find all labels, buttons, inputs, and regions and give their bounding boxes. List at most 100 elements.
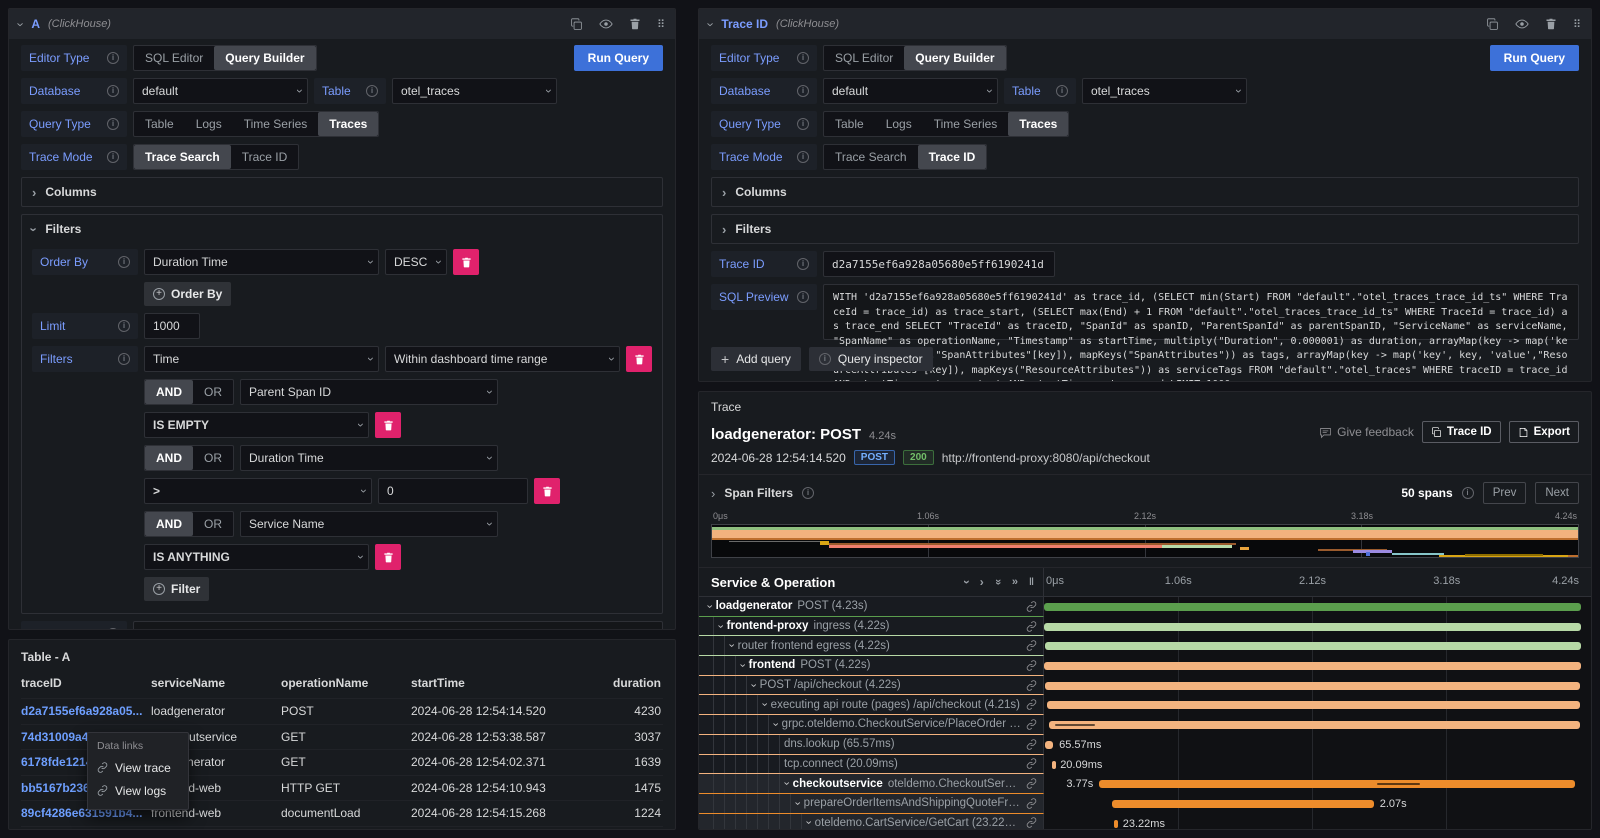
add-filter-button[interactable]: + Filter [144, 577, 210, 601]
collapse-one-icon[interactable]: › [959, 580, 974, 584]
span-name-cell[interactable]: › oteldemo.CartService/GetCart (23.22ms) [699, 813, 1044, 829]
drag-handle-icon[interactable]: ⠿ [656, 18, 665, 31]
span-row[interactable]: › POST /api/checkout (4.22s) [699, 675, 1591, 696]
span-row[interactable]: › loadgenerator POST (4.23s) [699, 597, 1591, 617]
add-order-by-button[interactable]: + Order By [144, 282, 232, 306]
columns-section-header[interactable]: › Columns [32, 184, 97, 200]
info-icon[interactable]: i [118, 256, 130, 268]
trace-id-link[interactable]: d2a7155ef6a928a05... [21, 704, 143, 719]
remove-order-by-button[interactable] [453, 249, 479, 275]
condition-operator-select[interactable]: IS ANYTHING › [144, 544, 369, 570]
query-type-table[interactable]: Table [145, 117, 174, 131]
limit-input[interactable]: 1000 [144, 313, 200, 339]
span-link-icon[interactable] [1026, 620, 1043, 632]
query-type-table[interactable]: Table [835, 117, 864, 131]
trace-search-option[interactable]: Trace Search [134, 145, 231, 169]
info-icon[interactable]: i [797, 118, 809, 130]
span-link-icon[interactable] [1026, 738, 1043, 750]
expand-all-icon[interactable]: » [1011, 576, 1019, 588]
info-icon[interactable]: i [797, 85, 809, 97]
remove-condition-button[interactable] [375, 544, 401, 570]
span-link-icon[interactable] [1026, 699, 1043, 710]
chevron-down-icon[interactable]: › [780, 781, 793, 786]
span-link-icon[interactable] [1026, 640, 1043, 651]
info-icon[interactable]: i [107, 52, 119, 64]
run-query-button[interactable]: Run Query [573, 45, 663, 71]
chevron-down-icon[interactable]: › [747, 683, 760, 687]
or-option[interactable]: OR [204, 451, 222, 465]
minimap-canvas[interactable] [711, 524, 1579, 558]
span-name-cell[interactable]: ›prepareOrderItemsAndShippingQuoteFromCa… [699, 793, 1044, 814]
trace-id-copy-button[interactable]: Trace ID [1421, 421, 1501, 443]
add-query-button[interactable]: + Add query [711, 347, 801, 371]
order-by-field-select[interactable]: Duration Time › [144, 249, 379, 275]
span-bar[interactable] [1045, 681, 1580, 690]
span-row[interactable]: › router frontend egress (4.22s) [699, 636, 1591, 657]
remove-condition-button[interactable] [375, 412, 401, 438]
chevron-down-icon[interactable]: › [791, 801, 804, 806]
order-by-direction-select[interactable]: DESC › [385, 249, 447, 275]
and-option[interactable]: AND [145, 446, 193, 470]
info-icon[interactable]: i [107, 628, 119, 629]
span-name-cell[interactable]: › frontend POST (4.22s) [699, 656, 1044, 676]
span-link-icon[interactable] [1026, 601, 1043, 612]
condition-field-select[interactable]: Parent Span ID › [240, 379, 498, 405]
query-type-timeseries[interactable]: Time Series [243, 117, 308, 131]
span-row[interactable]: › grpc.oteldemo.CheckoutService/PlaceOrde… [699, 715, 1591, 735]
span-bar[interactable] [1049, 721, 1580, 730]
info-icon[interactable]: i [118, 353, 130, 365]
span-bar[interactable] [1044, 622, 1581, 631]
info-icon[interactable]: i [107, 118, 119, 130]
span-name-cell[interactable]: ›checkoutservice oteldemo.CheckoutService… [699, 774, 1044, 794]
chevron-down-icon[interactable]: › [703, 604, 716, 609]
span-name-cell[interactable]: › loadgenerator POST (4.23s) [699, 597, 1044, 617]
span-name-cell[interactable]: › executing api route (pages) /api/checko… [699, 695, 1044, 716]
span-bar[interactable] [1051, 760, 1056, 769]
span-row[interactable]: dns.lookup (65.57ms) 65.57ms [699, 734, 1591, 755]
duplicate-query-icon[interactable] [570, 17, 583, 31]
info-icon[interactable]: i [797, 151, 809, 163]
trace-search-option[interactable]: Trace Search [835, 150, 907, 164]
span-link-icon[interactable] [1026, 778, 1043, 789]
span-bar[interactable] [1113, 819, 1118, 828]
span-link-icon[interactable] [1026, 798, 1043, 809]
span-link-icon[interactable] [1026, 660, 1043, 671]
columns-section-header[interactable]: › Columns [722, 184, 787, 200]
collapse-query-icon[interactable]: › [13, 21, 29, 27]
collapse-query-icon[interactable]: › [703, 21, 719, 27]
col-header-traceid[interactable]: traceID [21, 676, 62, 690]
col-header-starttime[interactable]: startTime [411, 676, 465, 690]
info-icon[interactable]: i [118, 320, 130, 332]
or-option[interactable]: OR [204, 517, 222, 531]
view-logs-link[interactable]: View logs [97, 779, 179, 802]
filter-value-select[interactable]: Within dashboard time range › [385, 346, 620, 372]
info-icon[interactable]: i [797, 258, 809, 270]
toggle-visibility-icon[interactable] [1515, 17, 1529, 31]
span-name-cell[interactable]: › frontend-proxy ingress (4.22s) [699, 616, 1044, 637]
remove-condition-button[interactable] [534, 478, 560, 504]
span-link-icon[interactable] [1026, 817, 1043, 829]
span-bar[interactable] [1099, 780, 1576, 789]
column-resize-handle[interactable]: ‖ [1029, 576, 1035, 588]
query-type-logs[interactable]: Logs [195, 117, 222, 131]
prev-button[interactable]: Prev [1482, 482, 1527, 504]
span-row[interactable]: › frontend POST (4.22s) [699, 656, 1591, 676]
condition-value-input[interactable]: 0 [378, 478, 528, 504]
expand-one-icon[interactable]: › [979, 575, 984, 589]
chevron-down-icon[interactable]: › [725, 643, 738, 648]
query-type-timeseries[interactable]: Time Series [933, 117, 998, 131]
info-icon[interactable]: i [366, 85, 378, 97]
span-name-cell[interactable]: › router frontend egress (4.22s) [699, 636, 1044, 657]
table-select[interactable]: otel_traces › [1082, 78, 1247, 104]
table-select[interactable]: otel_traces › [392, 78, 557, 104]
trace-id-option[interactable]: Trace ID [241, 150, 288, 164]
chevron-down-icon[interactable]: › [714, 624, 727, 628]
query-builder-option[interactable]: Query Builder [904, 46, 1006, 70]
span-bar[interactable] [1044, 603, 1581, 611]
chevron-down-icon[interactable]: › [758, 702, 771, 707]
chevron-down-icon[interactable]: › [769, 722, 782, 727]
database-select[interactable]: default › [823, 78, 998, 104]
span-name-cell[interactable]: dns.lookup (65.57ms) [699, 734, 1044, 755]
span-row[interactable]: › frontend-proxy ingress (4.22s) [699, 616, 1591, 637]
span-bar[interactable] [1111, 799, 1374, 808]
